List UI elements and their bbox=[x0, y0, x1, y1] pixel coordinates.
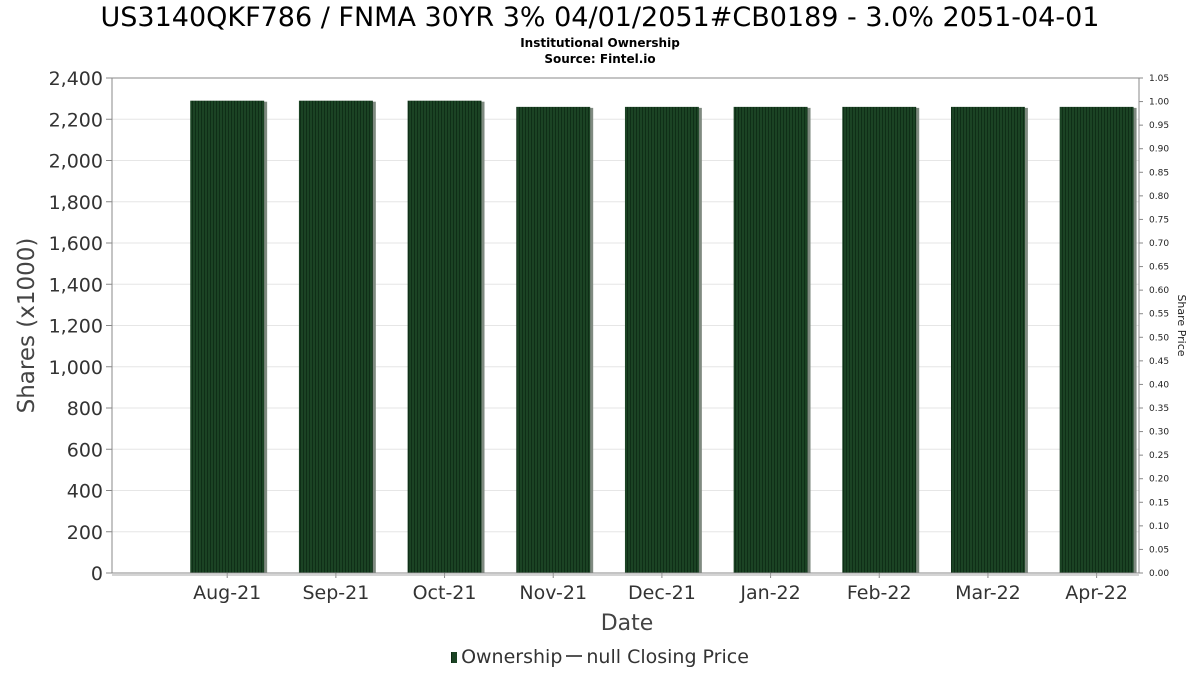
x-tick-label: Nov-21 bbox=[519, 582, 587, 604]
x-tick-label: Apr-22 bbox=[1065, 582, 1128, 604]
bar bbox=[190, 100, 265, 573]
bar bbox=[624, 106, 699, 573]
y2-axis-title: Share Price bbox=[1175, 294, 1188, 356]
y2-tick-label: 1.05 bbox=[1149, 74, 1169, 84]
y-tick-label: 1,200 bbox=[49, 316, 103, 338]
y2-tick-label: 0.00 bbox=[1149, 569, 1169, 579]
y-tick-label: 1,600 bbox=[49, 233, 103, 255]
chart-legend: Ownership null Closing Price bbox=[0, 646, 1200, 668]
x-tick-label: Aug-21 bbox=[193, 582, 261, 604]
bar bbox=[842, 106, 917, 573]
y2-tick-label: 0.05 bbox=[1149, 545, 1169, 555]
x-tick-label: Oct-21 bbox=[413, 582, 477, 604]
y2-tick-label: 0.80 bbox=[1149, 192, 1169, 202]
y2-tick-label: 0.90 bbox=[1149, 145, 1169, 155]
ownership-legend-swatch bbox=[451, 652, 458, 663]
price-legend-label: null Closing Price bbox=[586, 646, 749, 668]
y-tick-label: 600 bbox=[67, 439, 103, 461]
y2-tick-label: 0.25 bbox=[1149, 451, 1169, 461]
y2-tick-label: 0.65 bbox=[1149, 263, 1169, 273]
y2-tick-label: 0.75 bbox=[1149, 215, 1169, 225]
y-tick-label: 2,200 bbox=[49, 109, 103, 131]
y2-tick-label: 0.10 bbox=[1149, 522, 1169, 532]
y-tick-label: 800 bbox=[67, 398, 103, 420]
y2-tick-label: 0.30 bbox=[1149, 428, 1169, 438]
y2-tick-label: 1.00 bbox=[1149, 98, 1169, 108]
x-axis-title: Date bbox=[601, 611, 654, 636]
bar bbox=[1059, 106, 1134, 573]
y2-tick-label: 0.95 bbox=[1149, 121, 1169, 131]
y-tick-label: 2,400 bbox=[49, 68, 103, 90]
bar bbox=[950, 106, 1025, 573]
x-tick-label: Sep-21 bbox=[302, 582, 369, 604]
y-tick-label: 1,400 bbox=[49, 274, 103, 296]
bar bbox=[407, 100, 482, 573]
y-tick-label: 1,800 bbox=[49, 192, 103, 214]
y-tick-label: 400 bbox=[67, 481, 103, 503]
y-tick-label: 2,000 bbox=[49, 151, 103, 173]
y2-tick-label: 0.35 bbox=[1149, 404, 1169, 414]
y2-tick-label: 0.20 bbox=[1149, 475, 1169, 485]
bar bbox=[298, 100, 373, 573]
x-tick-label: Jan-22 bbox=[739, 582, 800, 604]
y-tick-label: 200 bbox=[67, 522, 103, 544]
x-tick-label: Feb-22 bbox=[847, 582, 912, 604]
bar bbox=[733, 106, 808, 573]
y2-tick-label: 0.70 bbox=[1149, 239, 1169, 249]
y2-tick-label: 0.60 bbox=[1149, 286, 1169, 296]
ownership-legend-label: Ownership bbox=[461, 646, 563, 668]
y2-tick-label: 0.15 bbox=[1149, 498, 1169, 508]
y-tick-label: 1,000 bbox=[49, 357, 103, 379]
chart-title: US3140QKF786 / FNMA 30YR 3% 04/01/2051#C… bbox=[100, 2, 1100, 33]
y-axis-title: Shares (x1000) bbox=[14, 238, 40, 414]
price-legend-swatch bbox=[566, 655, 583, 657]
x-tick-label: Mar-22 bbox=[955, 582, 1021, 604]
plot-frame bbox=[111, 77, 1140, 574]
bar bbox=[516, 106, 591, 573]
chart-subtitle: Institutional Ownership bbox=[520, 36, 680, 50]
y2-tick-label: 0.40 bbox=[1149, 380, 1169, 390]
chart-source: Source: Fintel.io bbox=[544, 52, 656, 66]
y2-tick-label: 0.45 bbox=[1149, 357, 1169, 367]
y2-tick-label: 0.50 bbox=[1149, 333, 1169, 343]
x-tick-label: Dec-21 bbox=[628, 582, 696, 604]
y2-tick-label: 0.85 bbox=[1149, 168, 1169, 178]
y-tick-label: 0 bbox=[91, 563, 103, 585]
y2-tick-label: 0.55 bbox=[1149, 310, 1169, 320]
